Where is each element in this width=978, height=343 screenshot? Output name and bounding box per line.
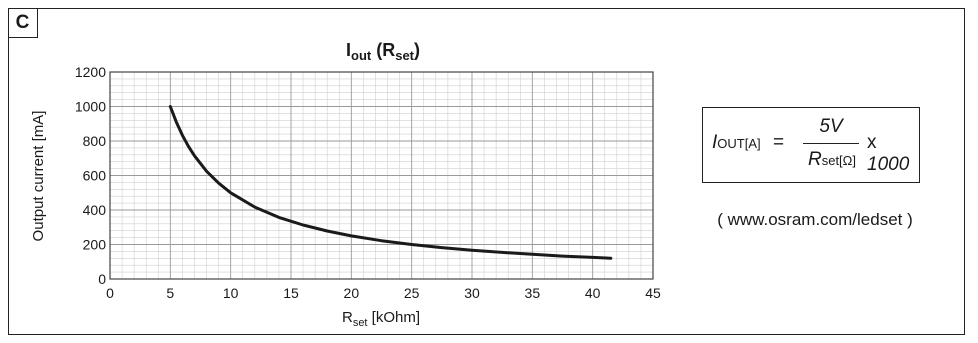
series-line: [168, 105, 613, 260]
y-tick-label: 200: [83, 237, 107, 253]
x-tick-label: 5: [166, 285, 174, 301]
source-url-note: ( www.osram.com/ledset ): [717, 210, 913, 229]
y-tick-label: 1000: [75, 99, 106, 115]
x-tick-label: 0: [106, 285, 114, 301]
y-tick-label: 0: [98, 271, 106, 287]
y-axis-label: Output current [mA]: [30, 111, 47, 242]
panel-label: C: [8, 8, 38, 38]
formula-equals: =: [773, 132, 785, 153]
formula-box: IOUT[A] = 5V Rset[Ω] x 1000: [702, 107, 920, 183]
y-tick-label: 600: [83, 168, 107, 184]
x-tick-label: 30: [464, 285, 480, 301]
x-tick-label: 45: [645, 285, 661, 301]
x-tick-label: 15: [283, 285, 299, 301]
y-tick-label: 1200: [75, 64, 106, 80]
series-layer: [168, 105, 613, 260]
x-axis-label: Rset [kOhm]: [342, 309, 420, 329]
x-tick-label: 35: [525, 285, 541, 301]
x-tick-label: 20: [344, 285, 360, 301]
formula-denominator: Rset[Ω]: [807, 149, 857, 170]
major-gridlines: [109, 71, 654, 280]
figure-frame: [8, 8, 965, 335]
y-tick-label: 800: [83, 133, 107, 149]
x-tick-label: 40: [585, 285, 601, 301]
x-tick-labels: 0 5 10 15 20 25 30 35 40 45: [106, 285, 661, 301]
fraction-bar: [803, 143, 859, 144]
formula-multiplier: x 1000: [867, 132, 910, 175]
plot-area-border: [109, 71, 654, 280]
formula-lhs: IOUT[A]: [712, 132, 761, 153]
x-tick-label: 10: [223, 285, 239, 301]
formula-numerator: 5V: [819, 116, 843, 137]
y-tick-labels: 0 200 400 600 800 1000 1200: [75, 64, 106, 287]
x-tick-label: 25: [404, 285, 420, 301]
y-tick-label: 400: [83, 202, 107, 218]
chart-title: Iout (Rset): [346, 40, 420, 63]
